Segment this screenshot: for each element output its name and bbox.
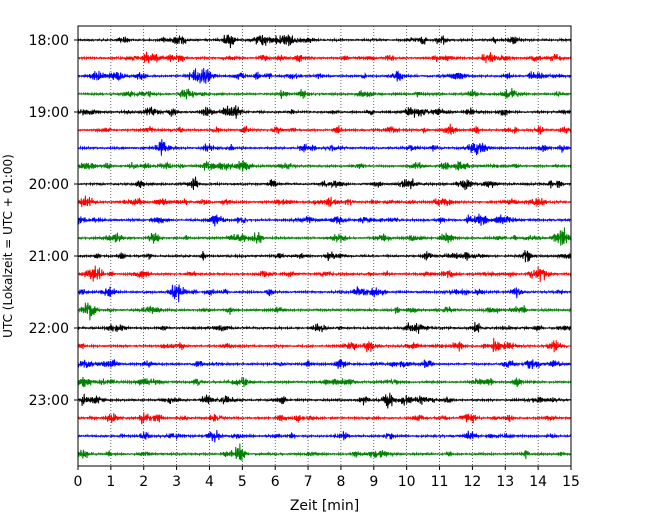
x-tick-label-12: 12	[463, 474, 481, 490]
x-tick-label-3: 3	[172, 474, 181, 490]
trace-1830	[77, 67, 572, 84]
x-tick-label-15: 15	[562, 474, 580, 490]
trace-1800	[77, 34, 572, 49]
x-tick-label-4: 4	[205, 474, 214, 490]
plot-area	[78, 26, 571, 466]
plot-frame	[77, 25, 572, 467]
x-tick-label-7: 7	[304, 474, 313, 490]
trace-1915	[77, 123, 572, 136]
trace-2200	[77, 322, 572, 334]
trace-2300	[77, 392, 572, 409]
trace-2230	[77, 359, 572, 369]
x-tick-label-1: 1	[106, 474, 115, 490]
y-tick-label-5: 23:00	[29, 393, 69, 409]
x-tick-label-2: 2	[139, 474, 148, 490]
trace-1945	[77, 160, 572, 172]
y-tick-label-4: 22:00	[29, 321, 69, 337]
trace-1815	[77, 51, 572, 64]
trace-2030	[77, 213, 572, 227]
seismogram-traces	[77, 34, 572, 461]
y-axis-ticks: 18:00 19:00 20:00 21:00 22:00 23:00	[29, 33, 78, 409]
trace-1845	[77, 87, 572, 100]
trace-2045	[77, 227, 572, 246]
trace-2130	[77, 284, 572, 303]
trace-2245	[77, 376, 572, 388]
trace-1930	[77, 139, 572, 156]
y-axis-label: UTC (Lokalzeit = UTC + 01:00)	[1, 154, 15, 338]
trace-2100	[77, 250, 572, 263]
trace-2015	[77, 195, 572, 208]
y-tick-label-1: 19:00	[29, 105, 69, 121]
y-tick-label-2: 20:00	[29, 177, 69, 193]
y-tick-label-0: 18:00	[29, 33, 69, 49]
x-tick-label-11: 11	[431, 474, 449, 490]
x-tick-label-8: 8	[336, 474, 345, 490]
trace-2145	[77, 302, 572, 321]
trace-2330	[77, 430, 572, 443]
x-tick-label-0: 0	[74, 474, 83, 490]
x-tick-label-10: 10	[398, 474, 416, 490]
x-axis-ticks: 0 1 2 3 4 5 6 7 8 9 10 11 12 13 14 15	[74, 466, 580, 490]
x-tick-label-6: 6	[271, 474, 280, 490]
x-tick-label-13: 13	[496, 474, 514, 490]
x-tick-label-14: 14	[529, 474, 547, 490]
y-tick-label-3: 21:00	[29, 249, 69, 265]
trace-2000	[77, 176, 572, 191]
trace-2315	[77, 412, 572, 425]
trace-2215	[77, 337, 572, 353]
trace-1900	[77, 105, 572, 119]
x-tick-label-9: 9	[369, 474, 378, 490]
x-axis-label: Zeit [min]	[290, 498, 359, 514]
trace-2345	[77, 443, 572, 461]
x-tick-label-5: 5	[238, 474, 247, 490]
trace-2115	[77, 265, 572, 283]
grid-lines	[110, 26, 539, 466]
